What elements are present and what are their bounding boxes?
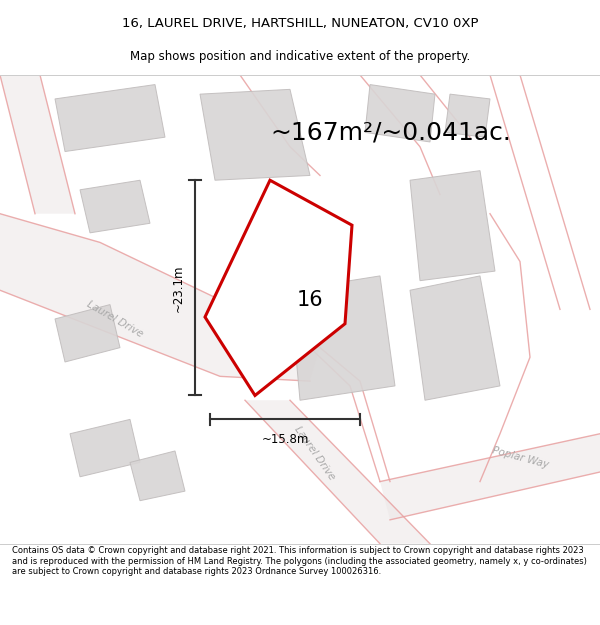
Text: ~15.8m: ~15.8m — [262, 432, 308, 446]
Text: Laurel Drive: Laurel Drive — [293, 424, 337, 482]
Polygon shape — [365, 84, 435, 142]
Text: ~23.1m: ~23.1m — [172, 264, 185, 312]
Polygon shape — [130, 451, 185, 501]
Polygon shape — [200, 89, 310, 180]
Text: Contains OS data © Crown copyright and database right 2021. This information is : Contains OS data © Crown copyright and d… — [12, 546, 587, 576]
Polygon shape — [55, 84, 165, 151]
Polygon shape — [380, 434, 600, 520]
Polygon shape — [70, 419, 140, 477]
Polygon shape — [290, 276, 395, 400]
Polygon shape — [0, 214, 320, 381]
Polygon shape — [55, 304, 120, 362]
Text: Poplar Way: Poplar Way — [491, 445, 550, 470]
Text: 16: 16 — [296, 290, 323, 310]
Text: Map shows position and indicative extent of the property.: Map shows position and indicative extent… — [130, 50, 470, 62]
Text: ~167m²/~0.041ac.: ~167m²/~0.041ac. — [270, 121, 511, 144]
Polygon shape — [445, 94, 490, 137]
Text: Laurel Drive: Laurel Drive — [85, 299, 145, 339]
Polygon shape — [410, 171, 495, 281]
Polygon shape — [0, 75, 75, 214]
Polygon shape — [80, 180, 150, 233]
Polygon shape — [245, 400, 430, 544]
Polygon shape — [205, 180, 352, 396]
Text: 16, LAUREL DRIVE, HARTSHILL, NUNEATON, CV10 0XP: 16, LAUREL DRIVE, HARTSHILL, NUNEATON, C… — [122, 18, 478, 31]
Polygon shape — [410, 276, 500, 400]
